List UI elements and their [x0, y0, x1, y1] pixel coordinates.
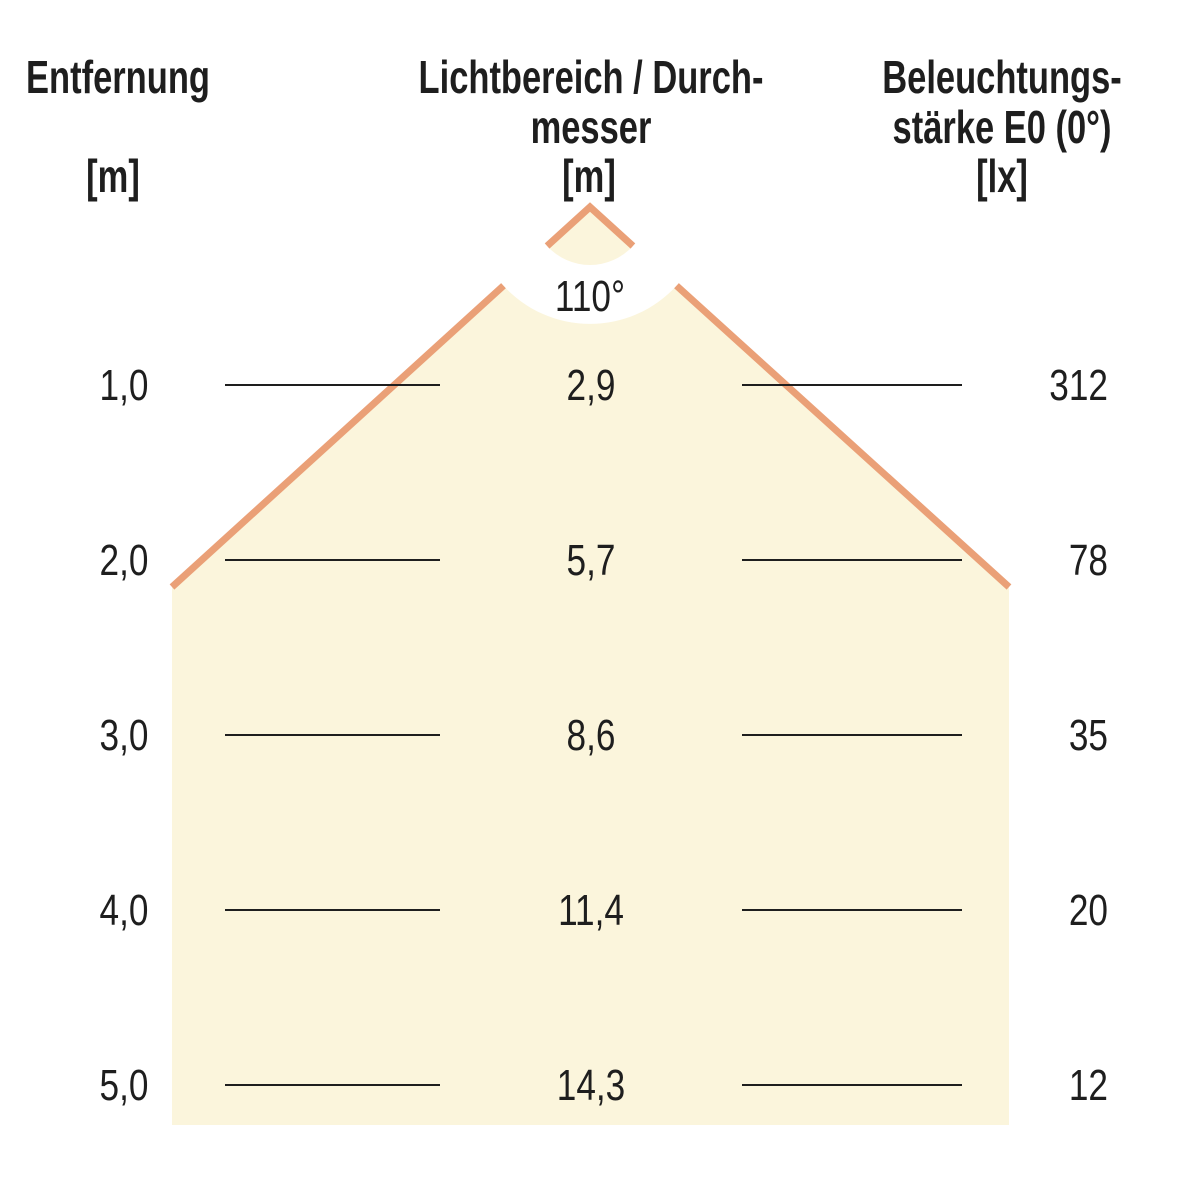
light-cone	[169, 202, 1012, 1125]
table-row: 4,0 11,4 20	[100, 886, 1108, 935]
illuminance-value: 78	[1069, 536, 1108, 585]
header-diameter-unit: [m]	[562, 150, 616, 202]
header-illuminance-line2: stärke E0 (0°)	[893, 101, 1112, 153]
table-row: 1,0 2,9 312	[100, 361, 1108, 410]
diameter-value: 2,9	[567, 361, 616, 410]
header-diameter-line1: Lichtbereich / Durch-	[419, 51, 764, 103]
cone-apex-wedge-fill	[547, 207, 633, 265]
table-row: 2,0 5,7 78	[100, 536, 1108, 585]
illuminance-value: 35	[1069, 711, 1108, 760]
diameter-value: 14,3	[557, 1061, 625, 1110]
diameter-value: 5,7	[567, 536, 616, 585]
distance-value: 4,0	[100, 886, 149, 935]
distance-value: 5,0	[100, 1061, 149, 1110]
header-illuminance-line1: Beleuchtungs-	[882, 51, 1121, 103]
header-diameter-line2: messer	[531, 101, 652, 153]
illuminance-value: 312	[1049, 361, 1108, 410]
table-row: 3,0 8,6 35	[100, 711, 1108, 760]
table-headers: Entfernung [m] Lichtbereich / Durch- mes…	[26, 51, 1122, 202]
cone-right-edge	[674, 283, 1012, 590]
diameter-value: 11,4	[558, 886, 624, 935]
illuminance-value: 12	[1069, 1061, 1108, 1110]
header-distance-unit: [m]	[86, 150, 140, 202]
table-row: 5,0 14,3 12	[100, 1061, 1108, 1110]
distance-value: 1,0	[100, 361, 149, 410]
cone-apex-wedge-edges	[544, 202, 636, 249]
distance-value: 3,0	[100, 711, 149, 760]
cone-body-fill	[172, 285, 1009, 1125]
diameter-value: 8,6	[567, 711, 616, 760]
header-distance: Entfernung	[26, 51, 210, 103]
distance-value: 2,0	[100, 536, 149, 585]
cone-left-edge	[169, 283, 506, 590]
beam-angle-label: 110°	[555, 272, 625, 321]
illuminance-value: 20	[1069, 886, 1108, 935]
header-illuminance-unit: [lx]	[976, 150, 1028, 202]
